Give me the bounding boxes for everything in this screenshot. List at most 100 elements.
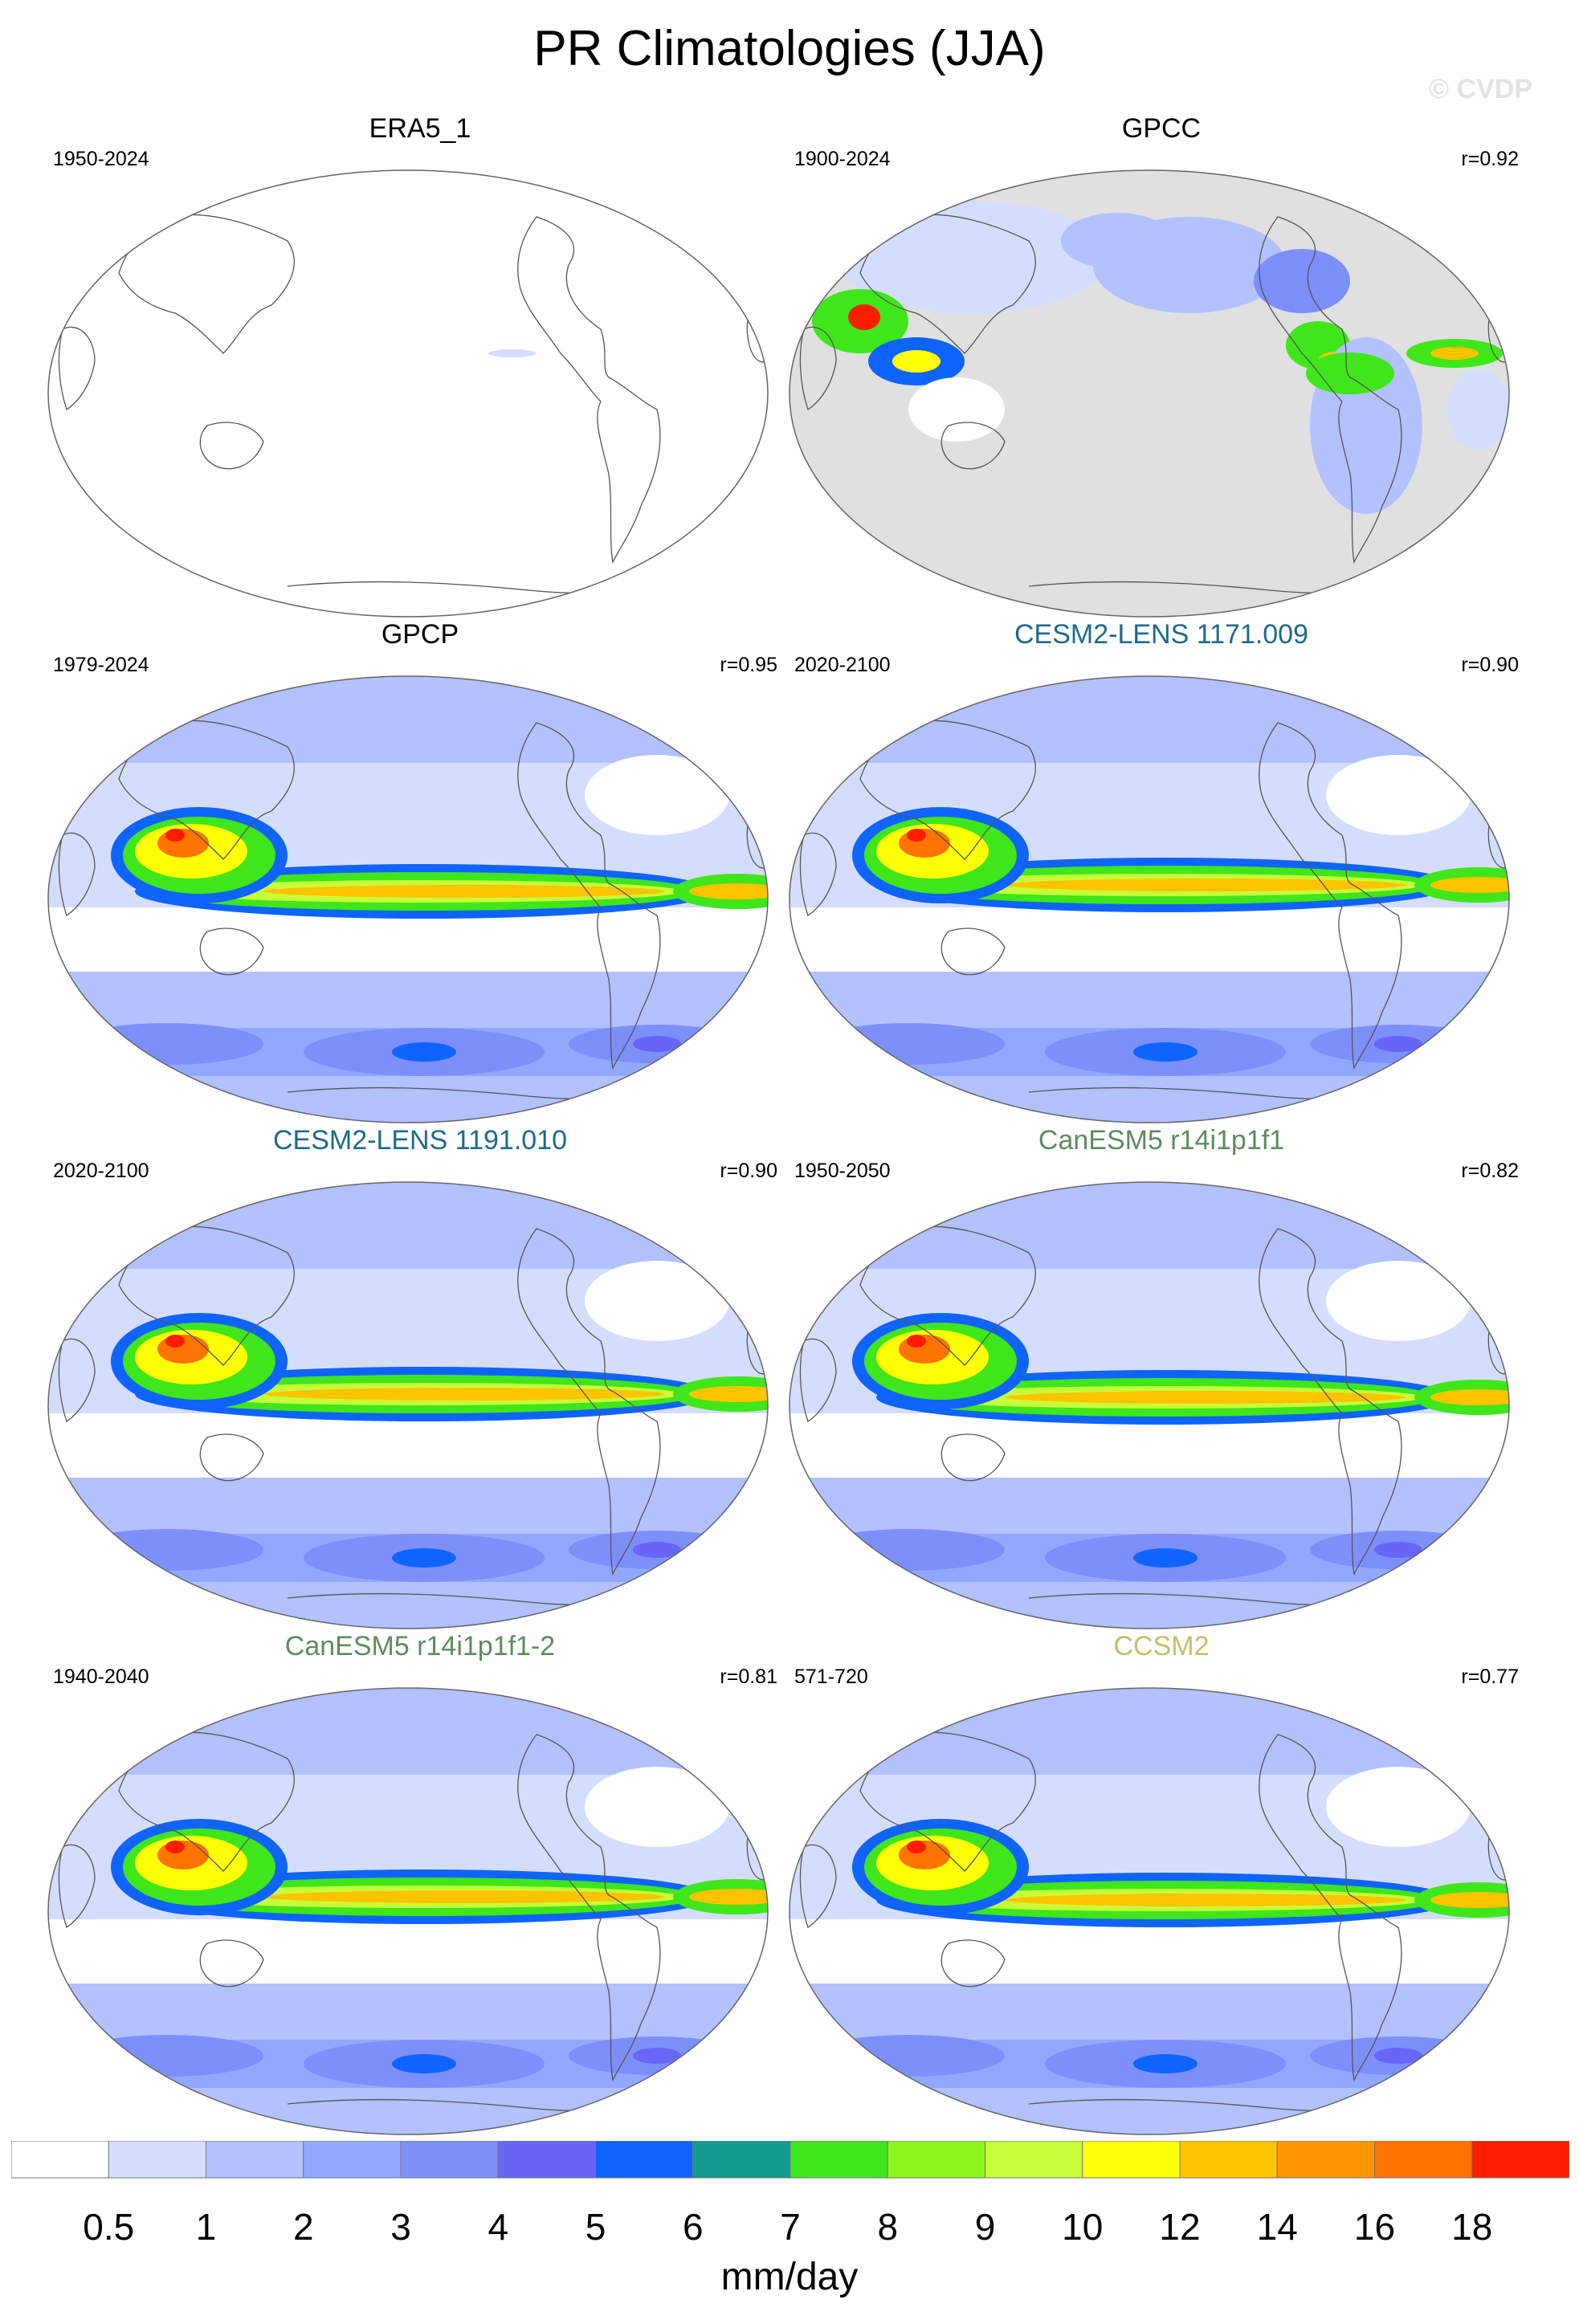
dry-zone [844,1919,957,1984]
dry-zone [844,907,957,972]
coastline [799,832,837,917]
monsoon-peak [907,829,926,842]
dry-zone [288,1919,512,1984]
storm-track-blob [71,2035,263,2077]
storm-core [392,1042,456,1062]
colorbar-swatch [400,2141,499,2179]
coastline [799,1844,837,1929]
coastline [1259,1734,1402,2082]
coastline [799,1338,837,1423]
map-border [47,169,769,618]
monsoon-peak [165,829,185,842]
panel-period: 2020-2100 [794,654,891,676]
dry-zone [585,1261,729,1341]
coastline [746,810,768,869]
coastline [517,1734,661,2082]
coastline [58,1338,96,1423]
land-precip-region [1430,347,1479,360]
map-border [789,675,1510,1123]
coastline [118,214,295,354]
atlantic-itcz-core [689,1889,768,1905]
dry-zone [585,755,729,835]
colorbar-swatch [206,2141,304,2179]
coastline [940,1433,1006,1482]
monsoon-peak [165,1335,185,1348]
storm-core [633,1542,681,1558]
storm-track-blob [71,1023,263,1065]
precip-map [47,1181,769,1629]
band-south-mid [48,1478,768,1534]
band-south-polar [48,1076,768,1123]
colorbar-tick-label: 8 [877,2206,899,2248]
colorbar-swatch [692,2141,791,2179]
land-precip-region [908,377,1005,442]
dry-zone [1326,755,1471,835]
panel-period: 1950-2024 [53,148,149,170]
coastline [1487,1822,1509,1881]
band-south-mid [790,972,1509,1028]
coastline [859,720,1036,860]
colorbar-tick-label: 9 [974,2206,996,2248]
storm-track-blob [812,1023,1005,1065]
coastline [199,422,264,470]
colorbar-swatch [1374,2141,1473,2179]
colorbar-swatch [985,2141,1083,2179]
dry-zone [1326,1261,1471,1341]
band-north [48,1182,768,1269]
coastline [859,1731,1036,1872]
map-panel: CCSM2 571-720 r=0.77 [788,1630,1535,2160]
coastline [940,422,1006,470]
colorbar-tick-label: 18 [1451,2206,1493,2248]
map-border [47,1181,769,1629]
colorbar-swatch [497,2141,596,2179]
map-panel: CanESM5 r14i1p1f1 1950-2050 r=0.82 [788,1124,1535,1654]
dry-zone [1326,1767,1471,1847]
land-precip-region [1061,213,1173,269]
land-precip-region [1306,353,1394,394]
map-panel: GPCC 1900-2024 r=0.92 [788,112,1535,642]
panel-correlation: r=0.77 [1461,1666,1519,1688]
colorbar-swatch [1179,2141,1278,2179]
band-north [48,1688,768,1775]
coastline [118,1731,295,1872]
storm-core [633,1036,681,1052]
colorbar-tick-label: 12 [1159,2206,1201,2248]
coastline [118,1225,295,1366]
coastline [199,1939,264,1988]
panel-period: 1950-2050 [794,1160,891,1182]
storm-core [1133,1548,1198,1568]
colorbar-swatch [11,2141,109,2179]
storm-track-blob [812,2035,1005,2077]
atlantic-itcz-core [1430,1892,1509,1908]
storm-core [633,2048,681,2064]
itcz-core [1005,1894,1406,1906]
panel-period: 571-720 [794,1666,868,1688]
dry-zone [1029,1919,1254,1984]
panel-title: CanESM5 r14i1p1f1-2 [284,1631,556,1661]
dry-zone [1029,907,1254,972]
coastline [940,1939,1006,1988]
coastline [1259,216,1402,565]
coastline [58,326,96,411]
colorbar-swatch [303,2141,402,2179]
coastline [940,928,1006,976]
band-north [48,676,768,763]
panel-title: CESM2-LENS 1191.010 [272,1125,567,1156]
dry-zone [103,1919,215,1984]
precip-map [789,675,1510,1123]
storm-track-blob [812,1529,1005,1571]
panel-correlation: r=0.81 [720,1666,777,1688]
map-border [47,1687,769,2135]
dry-zone [585,1767,729,1847]
panel-period: 1979-2024 [53,654,149,676]
coastline [1487,1316,1509,1375]
map-border [789,1687,1510,2135]
colorbar-swatch [1276,2141,1375,2179]
precip-map [789,169,1510,618]
itcz-core [263,1890,665,1903]
precip-map [47,1687,769,2135]
colorbar-swatch [1471,2141,1569,2179]
panel-period: 1900-2024 [794,148,891,170]
panel-correlation: r=0.92 [1461,148,1519,170]
precip-map [47,675,769,1123]
